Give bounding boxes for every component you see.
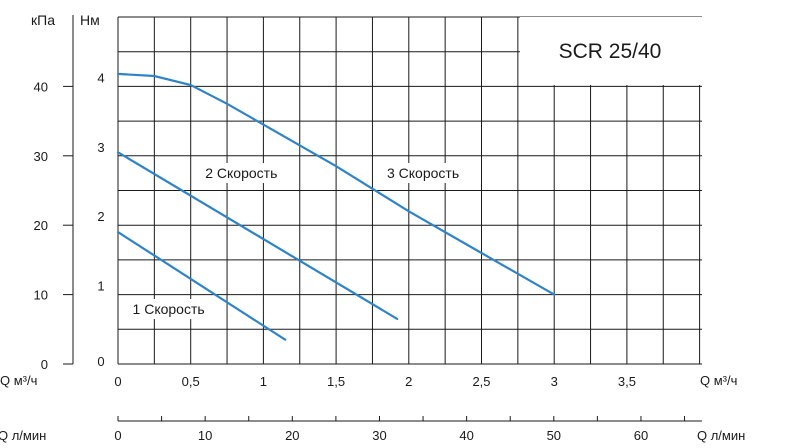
y-left-tick-label: 10 [34, 288, 48, 303]
series-label-speed-2: 2 Скорость [205, 165, 277, 181]
x-tick-label: 0,5 [182, 374, 200, 389]
x-axis-label: Q м³/ч [700, 373, 737, 388]
y-right-tick-label: 2 [97, 209, 104, 224]
series-label-bg [201, 163, 282, 184]
series-label-bg [128, 299, 209, 320]
y-right-axis-label: Нм [80, 12, 100, 28]
x2-tick-label: 0 [114, 428, 121, 443]
x-tick-label: 3 [551, 374, 558, 389]
x2-tick-label: 20 [285, 428, 299, 443]
x-tick-label: 1 [260, 374, 267, 389]
x-tick-label: 3,5 [618, 374, 636, 389]
x2-axis-label: Q л/мин [697, 428, 745, 443]
y-left-tick-label: 30 [34, 149, 48, 164]
x-tick-label: 0 [114, 374, 121, 389]
x2-tick-label: 40 [459, 428, 473, 443]
y-right-tick-label: 1 [97, 279, 104, 294]
x2-tick-label: 10 [198, 428, 212, 443]
series-line-speed-1 [116, 231, 287, 341]
title-box [520, 17, 702, 85]
series-line-speed-3 [116, 72, 556, 296]
x-tick-label: 2 [405, 374, 412, 389]
series-label-speed-1: 1 Скорость [133, 301, 205, 317]
series-line-speed-2 [116, 151, 399, 320]
x2-tick-label: 50 [547, 428, 561, 443]
series-label-speed-3: 3 Скорость [387, 165, 459, 181]
chart-title: SCR 25/40 [559, 40, 662, 63]
x-tick-label: 1,5 [327, 374, 345, 389]
y-left-tick-label: 40 [34, 79, 48, 94]
x-tick-label: 2,5 [472, 374, 490, 389]
y-right-tick-label: 4 [97, 70, 104, 85]
series-label-bg [382, 163, 463, 184]
chart-axes [63, 15, 702, 422]
y-left-tick-label: 0 [41, 357, 48, 372]
x2-tick-label: 60 [634, 428, 648, 443]
y-right-tick-label: 0 [97, 354, 104, 369]
x2-tick-label: 30 [372, 428, 386, 443]
chart-curves [116, 72, 556, 341]
y-left-axis-label: кПа [31, 12, 55, 28]
x-axis-label-left: Q м³/ч [0, 373, 37, 388]
x2-axis-label-left: Q л/мин [0, 428, 46, 443]
y-left-tick-label: 20 [34, 218, 48, 233]
y-right-tick-label: 3 [97, 140, 104, 155]
